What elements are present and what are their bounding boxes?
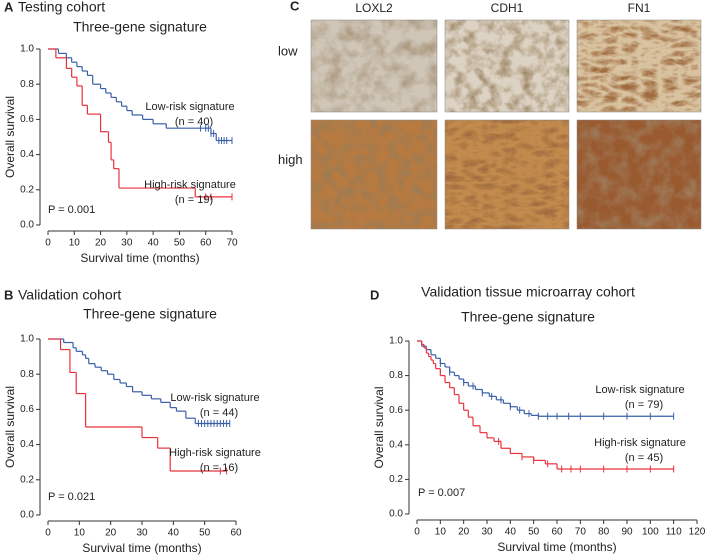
y-tick-label: 0.0 [389, 509, 403, 520]
x-tick-label: 0 [45, 528, 51, 539]
x-tick-label: 50 [199, 528, 211, 539]
ihc-frame [444, 19, 570, 113]
y-tick-label: 0.8 [20, 79, 34, 90]
x-tick-label: 0 [414, 527, 420, 538]
x-tick-label: 10 [69, 238, 81, 249]
column-label: CDH1 [491, 1, 524, 15]
ihc-frame [576, 19, 702, 113]
chart-subtitle: Three-gene signature [73, 19, 207, 35]
y-tick-label: 0.6 [20, 114, 34, 125]
ihc-frame [310, 19, 438, 113]
panel-label: D [370, 287, 379, 302]
x-tick-label: 10 [74, 528, 86, 539]
panel-label: A [4, 0, 14, 14]
y-tick-label: 0.8 [389, 370, 403, 381]
panel-label: C [290, 0, 300, 13]
x-tick-label: 30 [121, 238, 133, 249]
ihc-texture [577, 120, 701, 229]
y-tick-label: 1.0 [20, 44, 34, 55]
y-tick-label: 0.4 [20, 149, 34, 160]
y-axis-label: Overall survival [3, 96, 17, 178]
panel-label: B [4, 287, 13, 302]
series-count: (n = 79) [625, 399, 663, 411]
series-count: (n = 40) [175, 116, 213, 128]
x-tick-label: 70 [575, 527, 587, 538]
ihc-texture [445, 20, 569, 112]
x-tick-label: 40 [148, 238, 160, 249]
series-count: (n = 19) [175, 194, 213, 206]
x-tick-label: 80 [598, 527, 610, 538]
x-tick-label: 50 [174, 238, 186, 249]
x-tick-label: 90 [621, 527, 633, 538]
y-tick-label: 0.6 [20, 404, 34, 415]
series-label: High-risk signature [144, 179, 236, 191]
ihc-frame [444, 119, 570, 230]
x-tick-label: 40 [505, 527, 517, 538]
y-tick-label: 0.2 [389, 474, 403, 485]
series-count: (n = 44) [200, 407, 238, 419]
ihc-texture [311, 120, 437, 229]
x-tick-label: 20 [95, 238, 107, 249]
column-label: FN1 [628, 1, 651, 15]
p-value: P = 0.021 [48, 491, 95, 503]
series-label: Low-risk signature [145, 101, 234, 113]
x-tick-label: 70 [226, 238, 238, 249]
y-tick-label: 0.4 [389, 439, 403, 450]
y-axis-label: Overall survival [3, 386, 17, 468]
series-label: Low-risk signature [170, 392, 259, 404]
ihc-texture [445, 120, 569, 229]
ihc-frame [310, 119, 438, 230]
x-tick-label: 50 [528, 527, 540, 538]
series-count: (n = 45) [625, 452, 663, 464]
x-axis-label: Survival time (months) [82, 541, 201, 555]
chart-subtitle: Three-gene signature [461, 309, 595, 325]
chart-title: Testing cohort [18, 0, 105, 15]
p-value: P = 0.007 [418, 487, 465, 499]
y-tick-label: 0.0 [20, 510, 34, 521]
x-tick-label: 10 [435, 527, 447, 538]
ihc-frame [576, 119, 702, 230]
series-label: High-risk signature [169, 447, 261, 459]
x-axis-label: Survival time (months) [497, 540, 616, 554]
x-tick-label: 60 [200, 238, 212, 249]
y-tick-label: 0.6 [389, 405, 403, 416]
y-tick-label: 0.8 [20, 369, 34, 380]
column-label: LOXL2 [355, 1, 393, 15]
x-tick-label: 20 [458, 527, 470, 538]
x-tick-label: 30 [481, 527, 493, 538]
y-tick-label: 0.2 [20, 184, 34, 195]
chart-title: Validation tissue microarray cohort [421, 284, 635, 300]
p-value: P = 0.001 [48, 204, 95, 216]
x-tick-label: 100 [642, 527, 659, 538]
chart-title: Validation cohort [18, 287, 121, 303]
x-tick-label: 110 [666, 527, 682, 538]
y-tick-label: 0.4 [20, 439, 34, 450]
x-tick-label: 60 [551, 527, 563, 538]
x-tick-label: 60 [230, 528, 242, 539]
series-count: (n = 16) [200, 462, 238, 474]
x-tick-label: 0 [45, 238, 51, 249]
x-tick-label: 30 [136, 528, 148, 539]
series-label: High-risk signature [594, 437, 686, 449]
y-tick-label: 1.0 [20, 334, 34, 345]
x-axis-label: Survival time (months) [80, 251, 199, 265]
y-tick-label: 1.0 [389, 336, 403, 347]
x-tick-label: 40 [168, 528, 180, 539]
row-label: high [278, 152, 303, 167]
y-axis-label: Overall survival [372, 386, 386, 468]
row-label: low [278, 43, 298, 58]
chart-subtitle: Three-gene signature [83, 306, 217, 322]
ihc-texture [311, 20, 437, 112]
series-label: Low-risk signature [595, 384, 684, 396]
x-tick-label: 20 [105, 528, 117, 539]
y-tick-label: 0.2 [20, 474, 34, 485]
ihc-texture [577, 20, 701, 112]
y-tick-label: 0.0 [20, 220, 34, 231]
x-tick-label: 120 [689, 527, 706, 538]
